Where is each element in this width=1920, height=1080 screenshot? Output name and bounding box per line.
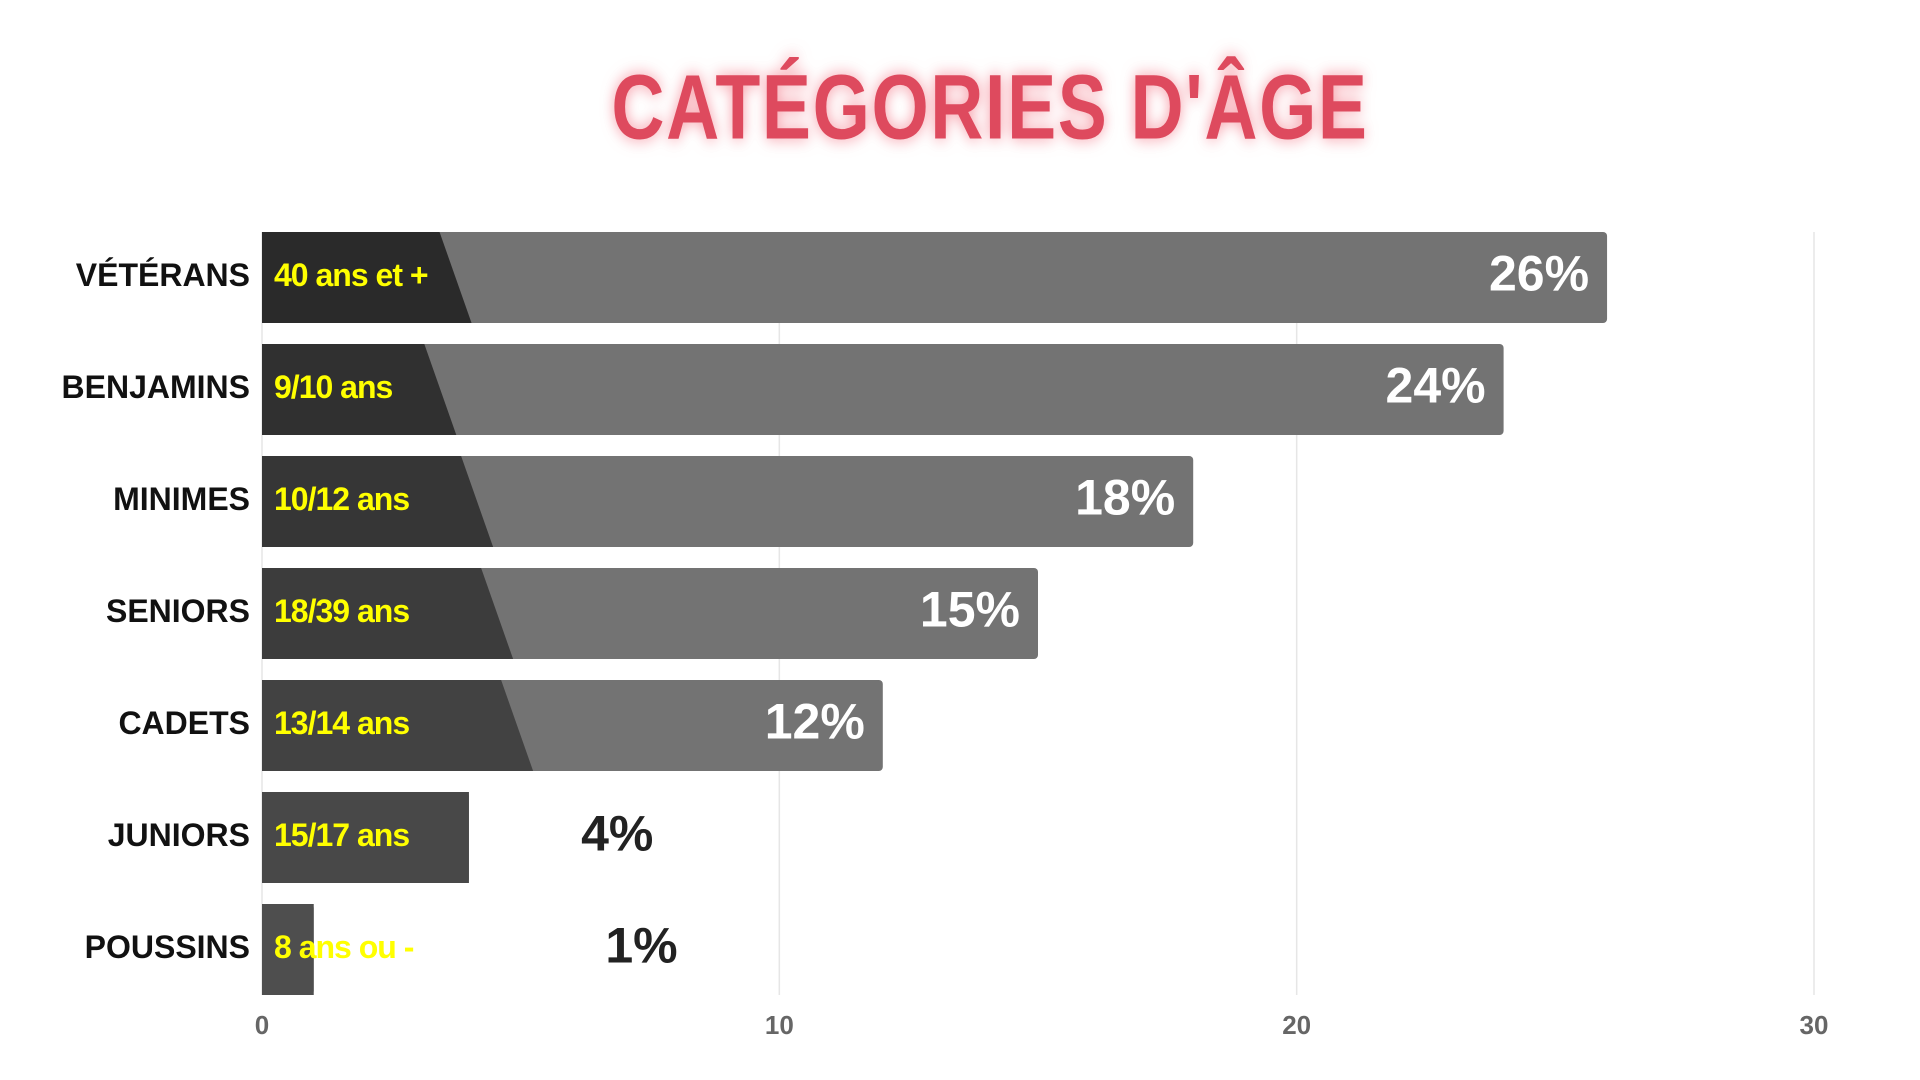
- value-label: 12%: [765, 694, 865, 750]
- y-tick-label: VÉTÉRANS: [76, 257, 250, 293]
- y-tick-label: BENJAMINS: [62, 369, 250, 405]
- bar: [262, 232, 1608, 323]
- y-tick-label: POUSSINS: [85, 929, 250, 965]
- x-tick-label: 0: [255, 1010, 269, 1040]
- bar-sublabel: 40 ans et +: [274, 257, 428, 293]
- x-tick-label: 10: [765, 1010, 794, 1040]
- label-backdrop: [262, 904, 314, 995]
- y-tick-label: CADETS: [118, 705, 250, 741]
- x-tick-label: 20: [1282, 1010, 1311, 1040]
- x-tick-label: 30: [1800, 1010, 1829, 1040]
- y-tick-label: JUNIORS: [108, 817, 250, 853]
- label-backdrop: [262, 680, 534, 771]
- y-tick-label: MINIMES: [113, 481, 250, 517]
- label-backdrop: [262, 456, 494, 547]
- value-label: 24%: [1386, 358, 1486, 414]
- chart-title: CATÉGORIES D'ÂGE: [611, 55, 1368, 158]
- value-label: 26%: [1489, 246, 1589, 302]
- label-backdrop: [262, 344, 457, 435]
- value-label: 1%: [605, 918, 677, 974]
- bar-sublabel: 15/17 ans: [274, 817, 409, 853]
- label-backdrop: [262, 792, 469, 883]
- bar-sublabel: 9/10 ans: [274, 369, 393, 405]
- value-label: 18%: [1075, 470, 1175, 526]
- bar: [262, 456, 1194, 547]
- bar-sublabel: 8 ans ou -: [274, 929, 414, 965]
- label-backdrop: [262, 568, 514, 659]
- bar-sublabel: 18/39 ans: [274, 593, 409, 629]
- bar: [262, 344, 1504, 435]
- value-label: 4%: [581, 806, 653, 862]
- label-backdrop: [262, 232, 472, 323]
- bar-sublabel: 13/14 ans: [274, 705, 409, 741]
- y-tick-label: SENIORS: [106, 593, 250, 629]
- bar-sublabel: 10/12 ans: [274, 481, 409, 517]
- value-label: 15%: [920, 582, 1020, 638]
